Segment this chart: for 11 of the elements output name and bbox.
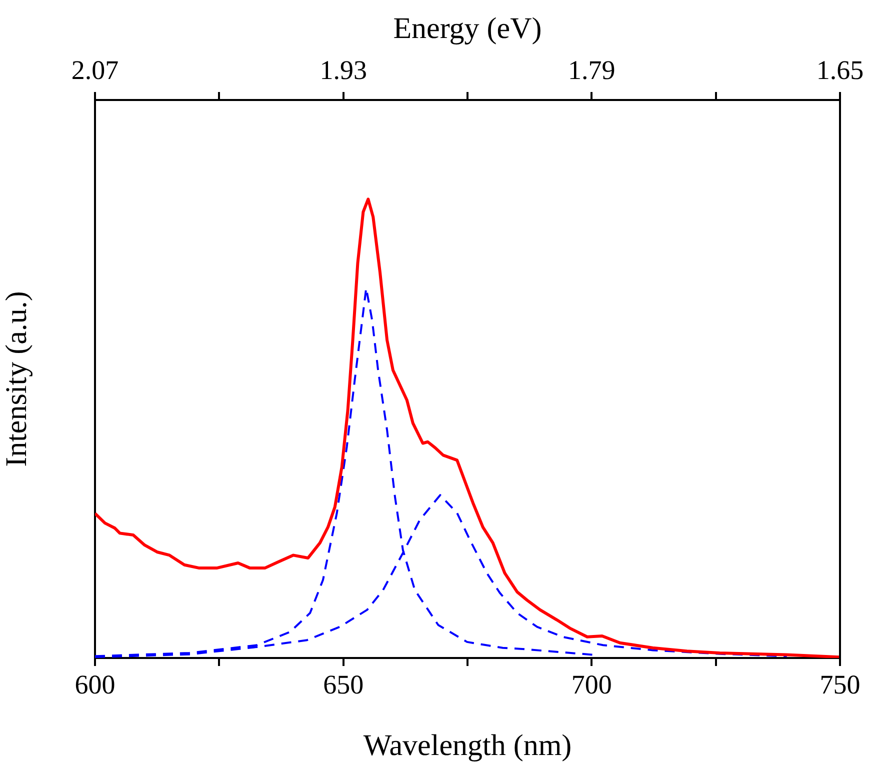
- x-tick-label: 700: [571, 669, 612, 700]
- x-tick-label: 750: [820, 669, 860, 700]
- x2-tick-label: 1.93: [320, 54, 367, 85]
- x-axis-title: Wavelength (nm): [363, 728, 572, 762]
- x2-tick-label: 1.79: [568, 54, 616, 85]
- x-tick-label: 600: [74, 669, 116, 700]
- x2-tick-label: 1.65: [816, 54, 864, 85]
- x2-axis-title: Energy (eV): [393, 12, 542, 45]
- y-axis-title: Intensity (a.u.): [0, 291, 33, 467]
- x2-tick-label: 2.07: [71, 54, 119, 85]
- x-tick-label: 650: [323, 669, 364, 700]
